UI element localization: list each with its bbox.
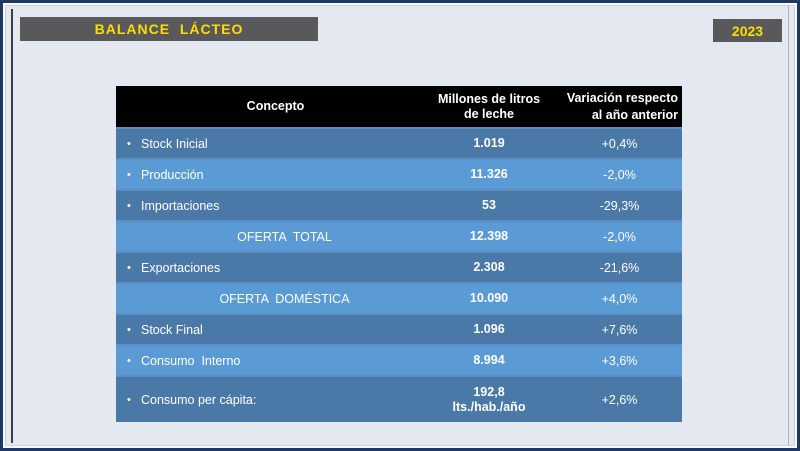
table-row: • Consumo per cápita: 192,8 lts./hab./añ… bbox=[116, 377, 682, 422]
bullet-icon: • bbox=[127, 199, 131, 212]
right-accent-line bbox=[788, 6, 789, 445]
title-bar: BALANCE LÁCTEO bbox=[20, 17, 318, 41]
header-variation: Variación respecto al año anterior bbox=[566, 91, 678, 122]
concept-cell: • Stock Final bbox=[116, 315, 435, 344]
volume-value: 10.090 bbox=[469, 291, 509, 305]
bullet-icon: • bbox=[127, 354, 131, 367]
concept-label: Importaciones bbox=[141, 198, 220, 213]
bullet-icon: • bbox=[127, 261, 131, 274]
table-row: • Importaciones 53 -29,3% bbox=[116, 191, 682, 220]
table-row: OFERTA TOTAL 12.398 -2,0% bbox=[116, 222, 682, 251]
variation-value: +3,6% bbox=[601, 353, 638, 368]
slide-title: BALANCE LÁCTEO bbox=[94, 21, 244, 37]
concept-cell: • Stock Inicial bbox=[116, 129, 435, 158]
year-label: 2023 bbox=[731, 22, 764, 39]
concept-cell: • Producción bbox=[116, 160, 435, 189]
volume-value: 1.019 bbox=[473, 136, 505, 150]
concept-label: OFERTA TOTAL bbox=[237, 229, 332, 244]
table-row: • Exportaciones 2.308 -21,6% bbox=[116, 253, 682, 282]
concept-label: OFERTA DOMÉSTICA bbox=[219, 291, 350, 306]
table-row: • Stock Inicial 1.019 +0,4% bbox=[116, 129, 682, 158]
volume-value: 8.994 bbox=[473, 353, 505, 367]
table-header-row: Concepto Millones de litros de leche Var… bbox=[116, 86, 682, 127]
table-row: OFERTA DOMÉSTICA 10.090 +4,0% bbox=[116, 284, 682, 313]
concept-label: Exportaciones bbox=[141, 260, 221, 275]
variation-value: +0,4% bbox=[601, 136, 638, 151]
volume-value: 11.326 bbox=[470, 167, 508, 181]
volume-value: 2.308 bbox=[473, 260, 505, 274]
table-body: • Stock Inicial 1.019 +0,4% • Producción… bbox=[116, 129, 682, 422]
left-accent-line bbox=[11, 9, 13, 443]
bullet-icon: • bbox=[127, 323, 131, 336]
bullet-icon: • bbox=[127, 137, 131, 150]
volume-value: 12.398 bbox=[469, 229, 509, 243]
table-row: • Consumo Interno 8.994 +3,6% bbox=[116, 346, 682, 375]
balance-table: Concepto Millones de litros de leche Var… bbox=[116, 86, 682, 422]
variation-value: -21,6% bbox=[599, 260, 640, 275]
variation-value: -2,0% bbox=[603, 229, 636, 244]
concept-cell: OFERTA DOMÉSTICA bbox=[116, 284, 435, 313]
variation-value: +4,0% bbox=[601, 291, 638, 306]
concept-cell: • Importaciones bbox=[116, 191, 435, 220]
concept-cell: • Exportaciones bbox=[116, 253, 435, 282]
concept-label: Producción bbox=[141, 167, 204, 182]
concept-cell: • Consumo per cápita: bbox=[116, 377, 435, 422]
concept-label: Consumo Interno bbox=[141, 353, 241, 368]
volume-value: 53 bbox=[482, 198, 496, 212]
table-row: • Producción 11.326 -2,0% bbox=[116, 160, 682, 189]
variation-value: -2,0% bbox=[603, 167, 636, 182]
bullet-icon: • bbox=[127, 393, 131, 406]
volume-value: 192,8 lts./hab./año bbox=[452, 384, 526, 414]
variation-value: -29,3% bbox=[599, 198, 640, 213]
variation-value: +7,6% bbox=[601, 322, 638, 337]
header-concept: Concepto bbox=[246, 99, 305, 114]
concept-label: Stock Inicial bbox=[141, 136, 208, 151]
concept-cell: OFERTA TOTAL bbox=[116, 222, 435, 251]
table-row: • Stock Final 1.096 +7,6% bbox=[116, 315, 682, 344]
header-volume: Millones de litros de leche bbox=[437, 91, 541, 121]
variation-value: +2,6% bbox=[601, 392, 638, 407]
volume-value: 1.096 bbox=[473, 322, 505, 336]
concept-label: Stock Final bbox=[141, 322, 203, 337]
year-badge: 2023 bbox=[713, 19, 782, 42]
bullet-icon: • bbox=[127, 168, 131, 181]
concept-cell: • Consumo Interno bbox=[116, 346, 435, 375]
concept-label: Consumo per cápita: bbox=[141, 392, 257, 407]
